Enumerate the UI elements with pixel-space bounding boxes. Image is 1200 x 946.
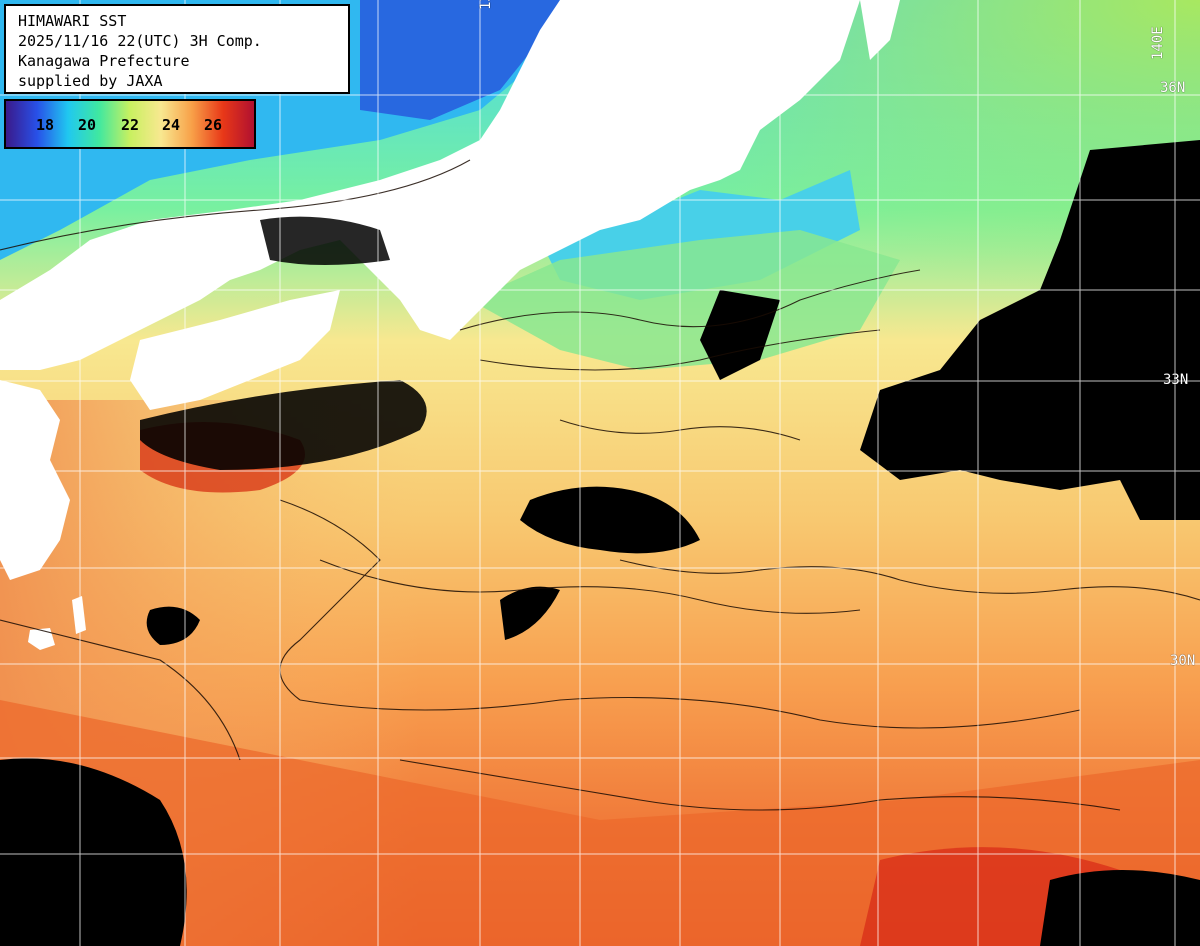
cloud-center-band [520, 486, 700, 554]
lat-label-33n: 33N [1163, 372, 1189, 388]
cloud-bay [260, 216, 390, 265]
color-bar-tick-24: 24 [162, 116, 181, 134]
cloud-east-large [860, 140, 1200, 520]
cloud-spot-2 [500, 586, 560, 640]
northern-deep-blue [360, 0, 560, 120]
map-credit: supplied by JAXA [18, 72, 163, 90]
land-shikoku [130, 290, 340, 410]
cloud-southwest [0, 758, 187, 946]
info-box: HIMAWARI SST 2025/11/16 22(UTC) 3H Comp.… [4, 4, 350, 94]
land-kyushu [0, 380, 70, 580]
lat-label-30n: 30N [1170, 653, 1196, 669]
color-bar-tick-18: 18 [36, 116, 55, 134]
map-datetime: 2025/11/16 22(UTC) 3H Comp. [18, 32, 262, 50]
coastal-green-band [470, 230, 900, 370]
cloud-north [700, 290, 780, 380]
color-bar-tick-20: 20 [78, 116, 97, 134]
land-island-west [28, 628, 55, 650]
land-honshu [0, 0, 860, 370]
color-bar-gradient [6, 101, 254, 147]
lon-label-136e: 136E [478, 0, 494, 10]
lon-label-140e: 140E [1150, 26, 1166, 60]
lat-label-36n: 36N [1160, 80, 1186, 96]
map-region: Kanagawa Prefecture [18, 52, 190, 70]
color-bar-legend: 18 20 22 24 26 [4, 99, 256, 149]
land-island-west-2 [72, 596, 86, 634]
map-title: HIMAWARI SST [18, 12, 127, 30]
cloud-se [1040, 870, 1200, 946]
cloud-spot-1 [146, 606, 200, 645]
land-northeast-cap [860, 0, 900, 60]
color-bar-tick-26: 26 [204, 116, 223, 134]
cloud-west-band [140, 380, 427, 470]
color-bar-tick-22: 22 [121, 116, 140, 134]
